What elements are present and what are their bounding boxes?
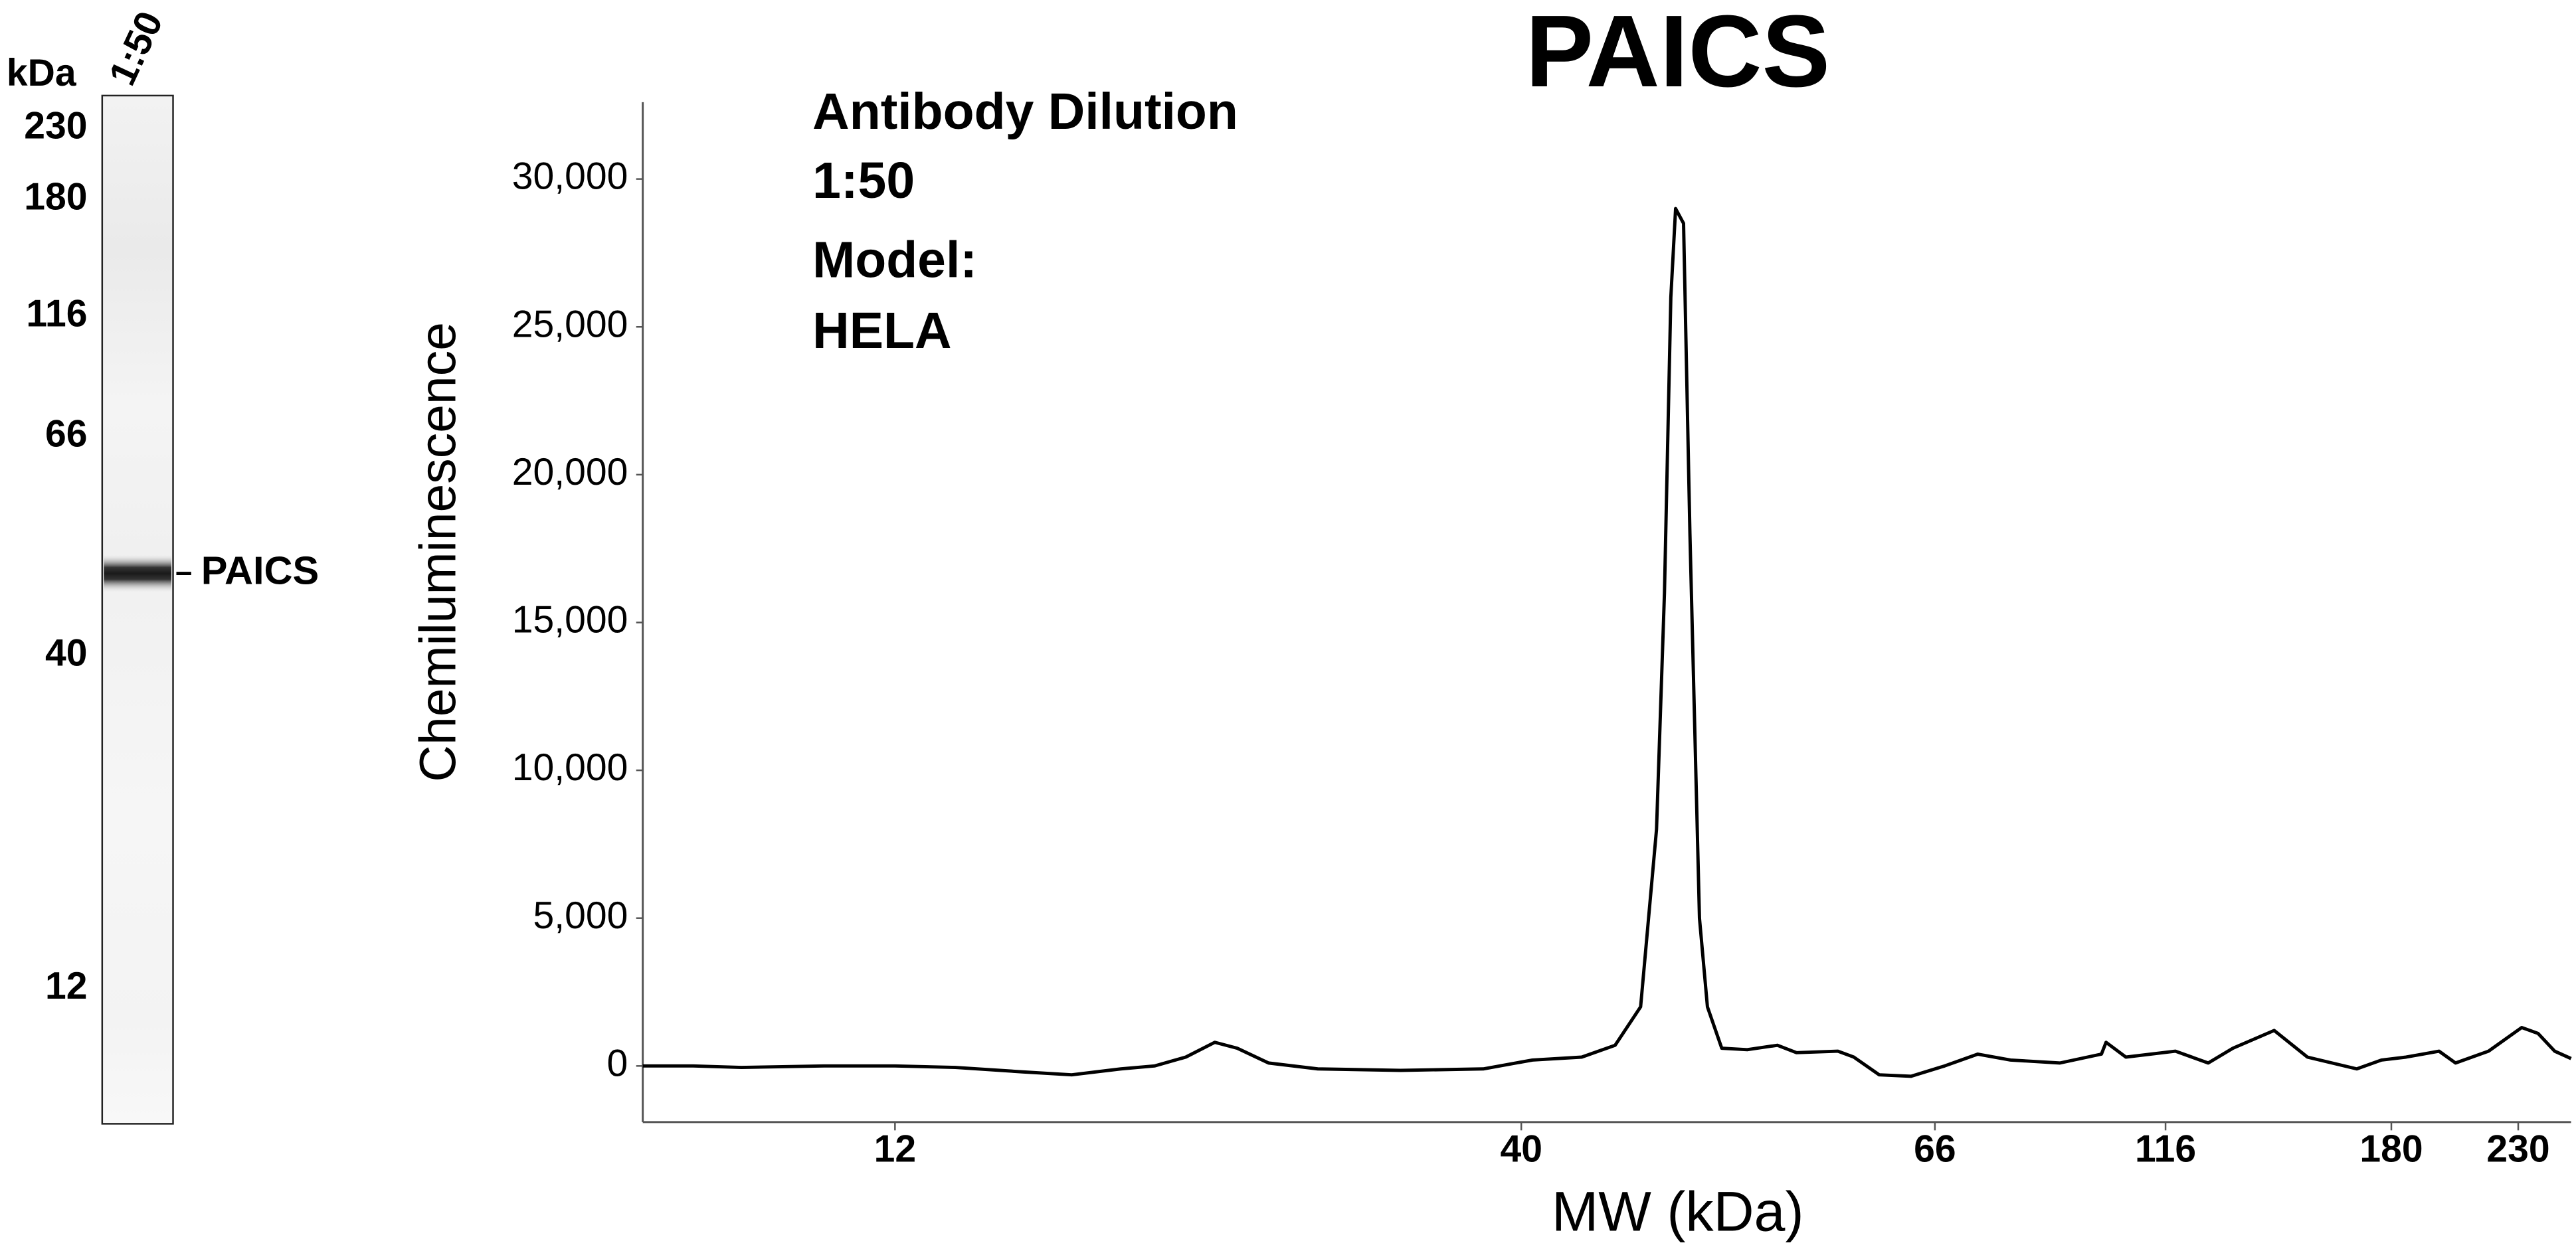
unit-label: kDa bbox=[7, 52, 77, 94]
y-tick-label: 0 bbox=[607, 1042, 628, 1084]
x-tick-label: 40 bbox=[1500, 1128, 1542, 1171]
marker-label: 116 bbox=[26, 293, 87, 335]
y-axis-label: Chemiluminescence bbox=[409, 322, 466, 782]
x-tick-label: 66 bbox=[1914, 1128, 1956, 1171]
marker-label: 180 bbox=[24, 175, 87, 218]
y-tick-label: 15,000 bbox=[512, 599, 628, 641]
annotation: Model: bbox=[812, 231, 977, 288]
lane bbox=[101, 94, 174, 1125]
x-axis-label: MW (kDa) bbox=[1552, 1181, 1804, 1243]
annotation: Antibody Dilution bbox=[812, 83, 1238, 140]
y-tick-label: 25,000 bbox=[512, 303, 628, 345]
marker-label: 12 bbox=[45, 965, 87, 1007]
chart-title: PAICS bbox=[1525, 0, 1830, 108]
x-tick-label: 180 bbox=[2359, 1128, 2423, 1171]
marker-label: 40 bbox=[45, 632, 87, 675]
marker-label: 66 bbox=[45, 413, 87, 456]
band-label: PAICS bbox=[201, 548, 320, 592]
y-tick-label: 5,000 bbox=[533, 894, 628, 937]
x-tick-label: 116 bbox=[2135, 1128, 2196, 1171]
annotation: 1:50 bbox=[812, 152, 915, 209]
x-tick-label: 230 bbox=[2486, 1128, 2549, 1171]
annotation: HELA bbox=[812, 302, 951, 359]
band bbox=[104, 553, 172, 594]
x-tick-label: 12 bbox=[874, 1128, 916, 1171]
trace bbox=[642, 207, 2572, 1078]
blot: kDa 1:50 230 180 116 66 40 12 PAICS bbox=[7, 5, 320, 1125]
y-tick-label: 20,000 bbox=[512, 451, 628, 493]
y-tick-label: 30,000 bbox=[512, 155, 628, 198]
marker-label: 230 bbox=[24, 105, 87, 147]
y-tick-label: 10,000 bbox=[512, 746, 628, 789]
lane-label: 1:50 bbox=[101, 5, 171, 92]
